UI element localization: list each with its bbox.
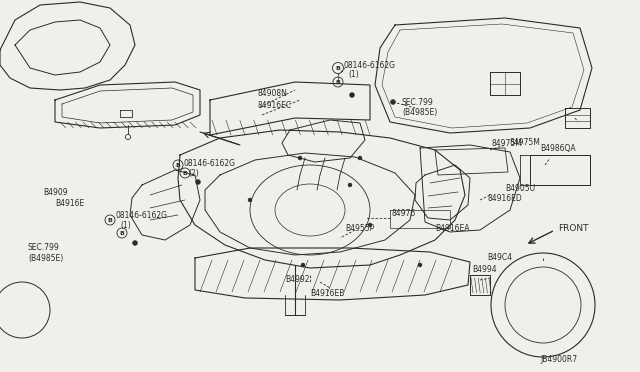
Circle shape [358, 156, 362, 160]
Text: 84976: 84976 [392, 208, 416, 218]
Text: 84975M: 84975M [510, 138, 541, 147]
Circle shape [125, 135, 131, 140]
Text: B4916E: B4916E [55, 199, 84, 208]
Text: (1): (1) [120, 221, 131, 230]
Circle shape [349, 93, 355, 97]
Text: (1): (1) [348, 70, 359, 78]
Circle shape [195, 180, 200, 185]
Text: B4916EB: B4916EB [310, 289, 344, 298]
Text: FRONT: FRONT [558, 224, 589, 232]
Text: B4905U: B4905U [505, 183, 535, 192]
Text: B: B [120, 231, 124, 235]
Text: B: B [335, 80, 340, 84]
Circle shape [301, 263, 305, 267]
Text: 08146-6162G: 08146-6162G [344, 61, 396, 70]
Circle shape [248, 198, 252, 202]
Text: JB4900R7: JB4900R7 [540, 356, 577, 365]
Circle shape [390, 99, 396, 105]
Text: 84908N: 84908N [258, 89, 288, 97]
Text: B: B [182, 170, 188, 176]
Text: 84916EC: 84916EC [258, 100, 292, 109]
Text: 08146-6162G: 08146-6162G [184, 158, 236, 167]
Text: 84916ED: 84916ED [488, 193, 523, 202]
Text: B4992: B4992 [285, 276, 310, 285]
Text: 84975M: 84975M [492, 138, 523, 148]
Circle shape [348, 183, 352, 187]
Text: (B4985E): (B4985E) [402, 108, 437, 116]
Text: B: B [335, 65, 340, 71]
Text: B: B [108, 218, 113, 222]
Text: B4994: B4994 [472, 266, 497, 275]
Text: B4955P: B4955P [345, 224, 374, 232]
Text: (2): (2) [188, 169, 199, 177]
Text: B4986QA: B4986QA [540, 144, 575, 153]
Circle shape [418, 263, 422, 267]
Circle shape [298, 156, 302, 160]
Circle shape [368, 223, 372, 227]
Text: B: B [175, 163, 180, 167]
Text: B49C4: B49C4 [488, 253, 513, 263]
Text: B4909: B4909 [43, 187, 68, 196]
Text: (B4985E): (B4985E) [28, 253, 63, 263]
Circle shape [132, 241, 138, 246]
Text: SEC.799: SEC.799 [28, 244, 60, 253]
Text: 08146-6162G: 08146-6162G [116, 211, 168, 219]
Text: B4916EA: B4916EA [435, 224, 470, 232]
Text: SEC.799: SEC.799 [402, 97, 434, 106]
